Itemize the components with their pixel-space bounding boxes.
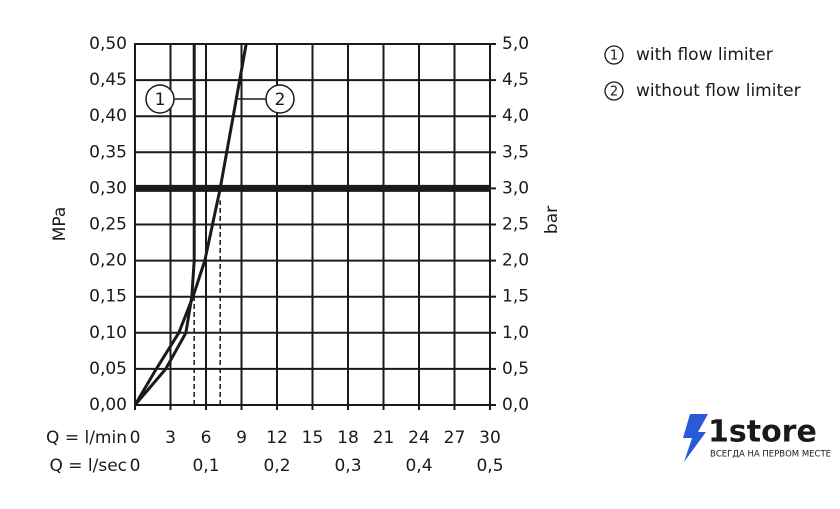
y-axis-title: MPa: [50, 207, 70, 242]
y-tick-label: 0,45: [89, 70, 127, 90]
y2-tick-label: 0,5: [502, 359, 529, 379]
x2-tick-label: 0,1: [192, 456, 219, 476]
y2-tick-label: 0,0: [502, 395, 529, 415]
y-tick-label: 0,25: [89, 215, 127, 235]
x-tick-label: 3: [165, 428, 176, 448]
logo-icon: [683, 414, 708, 462]
legend-marker-label: 2: [610, 85, 618, 100]
y-tick-label: 0,05: [89, 359, 127, 379]
legend-label: with flow limiter: [636, 45, 773, 65]
legend-marker-label: 1: [610, 49, 618, 64]
x-axis-title: Q = l/min: [46, 428, 127, 448]
y2-tick-label: 1,5: [502, 287, 529, 307]
y2-tick-label: 2,5: [502, 215, 529, 235]
x2-tick-label: 0,3: [334, 456, 361, 476]
callout-label: 1: [155, 90, 166, 110]
x-tick-label: 18: [337, 428, 359, 448]
y-tick-label: 0,00: [89, 395, 127, 415]
y-tick-label: 0,50: [89, 34, 127, 54]
x-tick-label: 12: [266, 428, 288, 448]
series-line: [133, 44, 196, 406]
x-tick-label: 0: [130, 428, 141, 448]
logo-brand: 1store: [708, 415, 817, 450]
legend-marker: [604, 81, 624, 101]
y2-tick-label: 2,0: [502, 251, 529, 271]
x-tick-label: 27: [444, 428, 466, 448]
x2-tick-label: 0,5: [476, 456, 503, 476]
x-tick-label: 24: [408, 428, 430, 448]
callout-circle: [145, 84, 175, 114]
x-tick-label: 9: [236, 428, 247, 448]
legend-marker: [604, 45, 624, 65]
callout-circle: [265, 84, 295, 114]
y-tick-label: 0,20: [89, 251, 127, 271]
legend-label: without flow limiter: [636, 81, 801, 101]
x2-tick-label: 0: [130, 456, 141, 476]
y2-tick-label: 4,5: [502, 70, 529, 90]
y2-tick-label: 4,0: [502, 106, 529, 126]
plot-border: [134, 43, 491, 406]
y2-tick-label: 3,0: [502, 178, 529, 198]
y2-axis-title: bar: [542, 206, 562, 234]
series-line: [133, 43, 248, 406]
y-tick-label: 0,35: [89, 142, 127, 162]
y-tick-label: 0,40: [89, 106, 127, 126]
y2-tick-label: 1,0: [502, 323, 529, 343]
y-tick-label: 0,10: [89, 323, 127, 343]
y2-tick-label: 3,5: [502, 142, 529, 162]
x-tick-label: 21: [373, 428, 395, 448]
logo: 1store ВСЕГДА НА ПЕРВОМ МЕСТЕ: [683, 414, 831, 462]
x2-axis-title: Q = l/sec: [49, 456, 127, 476]
x-tick-label: 30: [479, 428, 501, 448]
y2-tick-label: 5,0: [502, 34, 529, 54]
x2-tick-label: 0,2: [263, 456, 290, 476]
y-tick-label: 0,15: [89, 287, 127, 307]
y-tick-label: 0,30: [89, 178, 127, 198]
logo-slogan: ВСЕГДА НА ПЕРВОМ МЕСТЕ: [710, 450, 831, 460]
x-tick-label: 15: [302, 428, 324, 448]
x-tick-label: 6: [201, 428, 212, 448]
x2-tick-label: 0,4: [405, 456, 432, 476]
callout-label: 2: [275, 90, 286, 110]
